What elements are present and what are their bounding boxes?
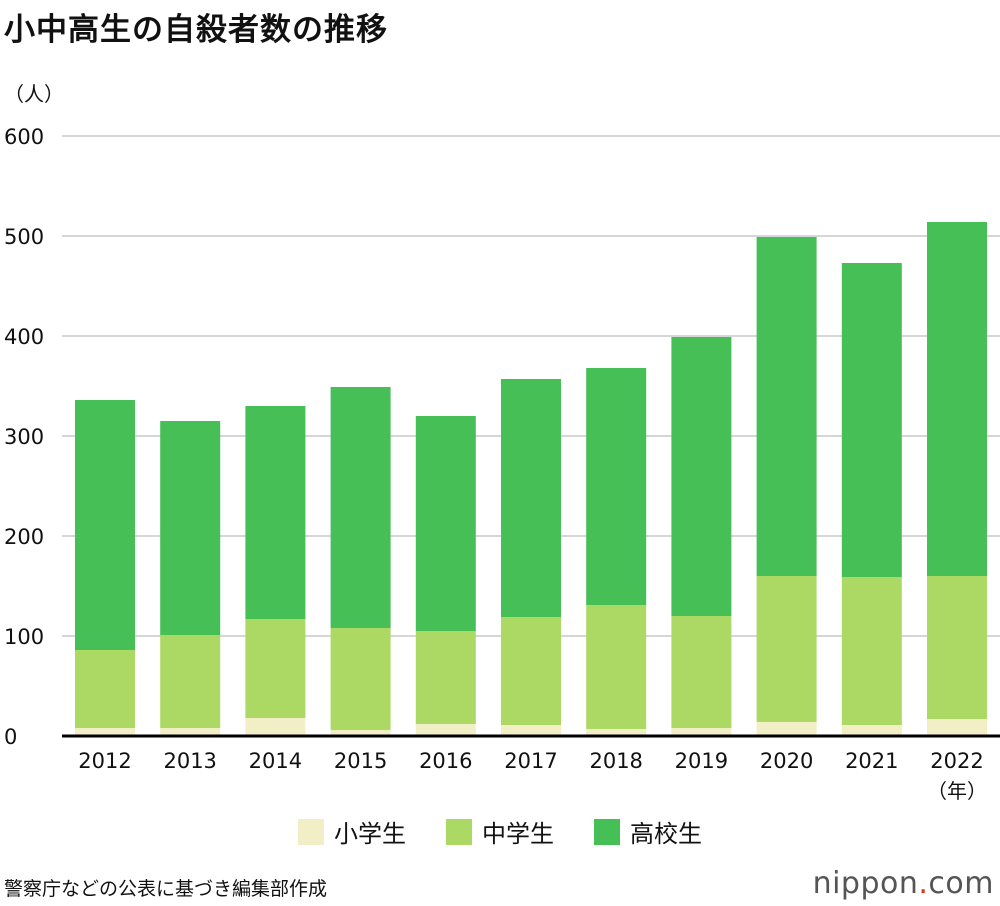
bar-segment-2020-0 xyxy=(756,722,817,736)
bar-segment-2014-2 xyxy=(245,406,306,619)
y-tick-label: 200 xyxy=(4,525,44,549)
legend: 小学生 中学生 高校生 xyxy=(0,814,1000,849)
x-tick-label: 2019 xyxy=(675,749,728,773)
bar-segment-2017-0 xyxy=(501,725,561,736)
legend-label: 高校生 xyxy=(630,820,702,848)
y-tick-label: 400 xyxy=(4,325,44,349)
legend-item-junior-high: 中学生 xyxy=(446,814,554,849)
x-tick-label: 2012 xyxy=(78,749,131,773)
bar-segment-2012-0 xyxy=(75,728,135,736)
x-tick-label: 2021 xyxy=(845,749,898,773)
legend-item-elementary: 小学生 xyxy=(298,814,406,849)
bar-segment-2019-0 xyxy=(671,728,732,736)
chart-title: 小中高生の自殺者数の推移 xyxy=(4,12,388,48)
x-axis-unit: （年） xyxy=(927,779,987,800)
bar-segment-2022-0 xyxy=(927,719,987,736)
bar-segment-2018-2 xyxy=(586,368,647,605)
bar-segment-2017-2 xyxy=(501,379,561,617)
x-tick-label: 2015 xyxy=(334,749,387,773)
stacked-bar-chart: 0 100 200 300 400 500 600 2012 2013 2014 2015 2016 2… xyxy=(4,125,1000,800)
bar-segment-2017-1 xyxy=(501,617,561,725)
bar-segment-2021-1 xyxy=(841,577,902,725)
bar-segment-2022-2 xyxy=(927,222,987,576)
y-tick-label: 300 xyxy=(4,425,44,449)
y-tick-label: 0 xyxy=(4,725,17,749)
bar-segment-2020-1 xyxy=(756,576,817,722)
bar-segment-2020-2 xyxy=(756,237,817,576)
y-tick-label: 100 xyxy=(4,625,44,649)
x-tick-label: 2017 xyxy=(504,749,557,773)
x-tick-label: 2022 xyxy=(930,749,983,773)
bar-segment-2015-1 xyxy=(330,628,391,730)
bar-segment-2015-2 xyxy=(330,387,391,628)
bar-segment-2019-2 xyxy=(671,337,732,616)
y-tick-label: 600 xyxy=(4,125,44,149)
nippon-logo: nippon.com xyxy=(812,866,994,901)
x-tick-label: 2014 xyxy=(249,749,302,773)
bar-segment-2016-1 xyxy=(415,631,476,724)
bar-segment-2021-0 xyxy=(841,725,902,736)
bar-segment-2022-1 xyxy=(927,576,987,719)
legend-label: 中学生 xyxy=(482,820,554,848)
y-axis-unit: （人） xyxy=(4,82,64,106)
bar-segment-2018-1 xyxy=(586,605,647,729)
bar-segment-2013-1 xyxy=(160,635,221,728)
bar-segment-2014-1 xyxy=(245,619,306,718)
legend-item-high-school: 高校生 xyxy=(594,814,702,849)
bar-segment-2021-2 xyxy=(841,263,902,577)
bar-segment-2016-0 xyxy=(415,724,476,736)
x-tick-label: 2018 xyxy=(589,749,642,773)
bar-segment-2019-1 xyxy=(671,616,732,728)
bar-segment-2016-2 xyxy=(415,416,476,631)
x-tick-label: 2020 xyxy=(760,749,813,773)
bar-segment-2015-0 xyxy=(330,730,391,736)
bar-segment-2013-2 xyxy=(160,421,221,635)
bar-segment-2012-2 xyxy=(75,400,135,650)
legend-swatch xyxy=(298,818,324,845)
legend-swatch xyxy=(594,818,620,845)
legend-label: 小学生 xyxy=(334,820,406,848)
bar-segment-2014-0 xyxy=(245,718,306,736)
bar-segment-2012-1 xyxy=(75,650,135,728)
x-tick-label: 2013 xyxy=(163,749,216,773)
bar-segment-2018-0 xyxy=(586,729,647,736)
source-note: 警察庁などの公表に基づき編集部作成 xyxy=(4,878,328,900)
y-tick-label: 500 xyxy=(4,225,44,249)
x-tick-label: 2016 xyxy=(419,749,472,773)
bar-segment-2013-0 xyxy=(160,728,221,736)
legend-swatch xyxy=(446,818,472,845)
